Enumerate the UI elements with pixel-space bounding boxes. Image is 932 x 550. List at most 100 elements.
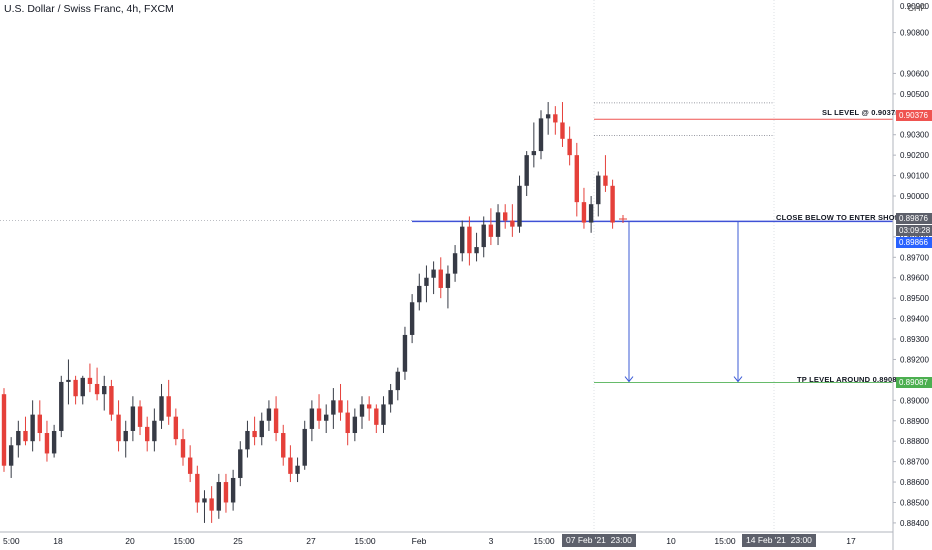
candle-body <box>180 439 186 458</box>
price-tick-label: 0.89400 <box>900 315 929 324</box>
price-tick-label: 0.89500 <box>900 294 929 303</box>
price-tick-label: 0.89700 <box>900 253 929 262</box>
candle-body <box>94 383 100 395</box>
candle-body <box>417 285 422 303</box>
candle-body <box>87 377 93 384</box>
candle-body <box>302 428 307 466</box>
candle-body <box>488 224 494 237</box>
candle-body <box>338 400 343 413</box>
time-badge-left: 07 Feb '21 23:00 <box>562 534 636 547</box>
candle-body <box>209 498 214 511</box>
candle-body <box>245 430 250 450</box>
candle-body <box>102 386 107 395</box>
price-tick-label: 0.90800 <box>900 29 929 38</box>
price-tick-label: 0.90000 <box>900 192 929 201</box>
candle-body <box>481 224 486 248</box>
candle-body <box>352 416 358 434</box>
last-price-badge: 0.89866 <box>896 237 932 248</box>
candle-body <box>238 449 243 478</box>
candle-body <box>553 114 558 123</box>
chart-title: U.S. Dollar / Swiss Franc, 4h, FXCM <box>4 3 174 15</box>
candle-body <box>560 122 565 139</box>
price-tick-label: 0.90600 <box>900 69 929 78</box>
price-tick-label: 0.88900 <box>900 417 929 426</box>
candle-body <box>252 430 257 438</box>
time-tick-label: 20 <box>125 536 135 546</box>
sl-level-label[interactable]: SL LEVEL @ 0.90376 <box>822 108 900 117</box>
candles-layer <box>1 102 615 523</box>
cursor-cross-marker <box>619 215 627 223</box>
candle-body <box>202 498 207 503</box>
candle-body <box>80 377 85 397</box>
candle-body <box>538 118 544 152</box>
time-tick-label: Feb <box>412 536 427 546</box>
candle-body <box>524 155 529 186</box>
candle-body <box>195 473 200 503</box>
candle-body <box>59 381 64 431</box>
price-tick-label: 0.88800 <box>900 437 929 446</box>
candle-body <box>381 404 386 425</box>
candle-body <box>574 155 579 203</box>
candle-body <box>603 175 608 186</box>
entry-level-label[interactable]: CLOSE BELOW TO ENTER SHORT ! <box>776 213 911 222</box>
sl-price-badge: 0.90376 <box>896 110 932 121</box>
candle-body <box>37 414 42 434</box>
price-tick-label: 0.88400 <box>900 519 929 528</box>
time-tick-label: 10 <box>666 536 676 546</box>
candle-body <box>109 386 114 415</box>
candle-body <box>581 202 587 223</box>
candle-body <box>30 414 35 442</box>
level-lines <box>0 102 893 384</box>
candle-body <box>366 404 372 409</box>
candle-body <box>309 408 315 429</box>
candle-body <box>402 334 408 372</box>
tp-price-badge: 0.89087 <box>896 377 932 388</box>
grid-layer <box>593 0 775 532</box>
candle-body <box>424 277 429 286</box>
candle-body <box>1 394 7 466</box>
currency-label: CHF <box>907 3 927 13</box>
tp-level-label[interactable]: TP LEVEL AROUND 0.89087 <box>797 375 902 384</box>
candle-body <box>359 404 365 417</box>
candle-body <box>324 414 329 421</box>
candle-body <box>216 482 221 511</box>
candle-body <box>460 226 465 254</box>
candle-body <box>44 433 50 454</box>
candle-body <box>295 465 300 474</box>
price-tick-label: 0.89000 <box>900 396 929 405</box>
entry-price-badge: 0.89876 <box>896 213 932 224</box>
arrows-layer <box>619 215 743 383</box>
candle-body <box>395 371 400 391</box>
candle-body <box>23 430 28 442</box>
candle-body <box>596 175 601 205</box>
candle-body <box>230 477 236 503</box>
candle-body <box>545 114 551 119</box>
countdown-badge: 03:09:28 <box>896 225 932 236</box>
time-tick-label: 15:00 <box>173 536 195 546</box>
candle-body <box>273 408 279 434</box>
candle-body <box>495 212 501 237</box>
time-tick-label: 18 <box>53 536 63 546</box>
price-tick-label: 0.89600 <box>900 274 929 283</box>
candle-body <box>137 406 143 427</box>
price-tick-label: 0.90100 <box>900 172 929 181</box>
candle-body <box>266 408 272 421</box>
candle-body <box>130 406 136 431</box>
price-axis: 0.908000.906000.905000.904000.903000.902… <box>892 0 929 550</box>
candle-body <box>409 302 415 335</box>
price-tick-label: 0.90300 <box>900 131 929 140</box>
candle-body <box>316 408 322 421</box>
time-axis: 5:00182015:00252715:00Feb315:0081015:001… <box>0 531 893 546</box>
candle-body <box>517 185 522 227</box>
candle-body <box>567 138 572 156</box>
candle-body <box>73 379 78 397</box>
price-tick-label: 0.90900 <box>900 2 929 11</box>
candle-body <box>452 253 458 274</box>
candle-body <box>145 426 150 442</box>
candle-body <box>474 247 479 254</box>
time-tick-label: 5:00 <box>3 536 20 546</box>
price-tick-label: 0.89300 <box>900 335 929 344</box>
candle-body <box>374 408 379 425</box>
